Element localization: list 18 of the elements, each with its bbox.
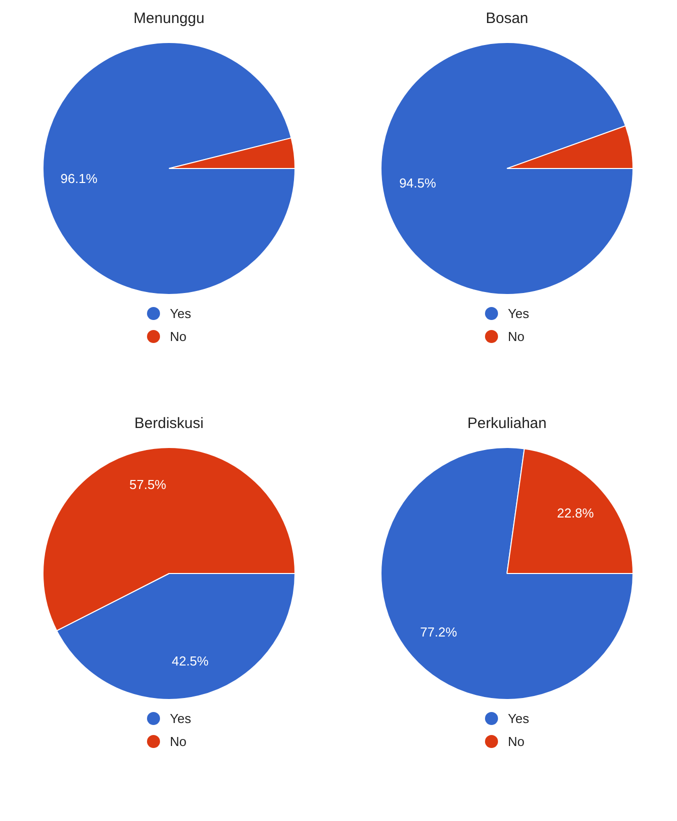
- legend-label: Yes: [508, 711, 530, 726]
- chart-title: Berdiskusi: [134, 415, 204, 432]
- legend-label: No: [508, 734, 525, 749]
- data-label: 57.5%: [129, 476, 167, 492]
- legend-label: No: [170, 734, 187, 749]
- legend-label: No: [170, 329, 187, 344]
- chart-title: Menunggu: [134, 10, 204, 28]
- legend-label: Yes: [170, 711, 192, 726]
- data-label: 96.1%: [60, 171, 98, 186]
- legend-label: Yes: [508, 306, 530, 321]
- data-label: 22.8%: [556, 506, 594, 521]
- legend-label: No: [508, 329, 525, 344]
- data-label: 77.2%: [420, 624, 458, 640]
- data-label: 42.5%: [172, 653, 210, 668]
- legend-label: Yes: [170, 306, 192, 321]
- data-label: 94.5%: [399, 176, 436, 191]
- chart-title: Perkuliahan: [467, 415, 547, 432]
- chart-title: Bosan: [486, 10, 528, 28]
